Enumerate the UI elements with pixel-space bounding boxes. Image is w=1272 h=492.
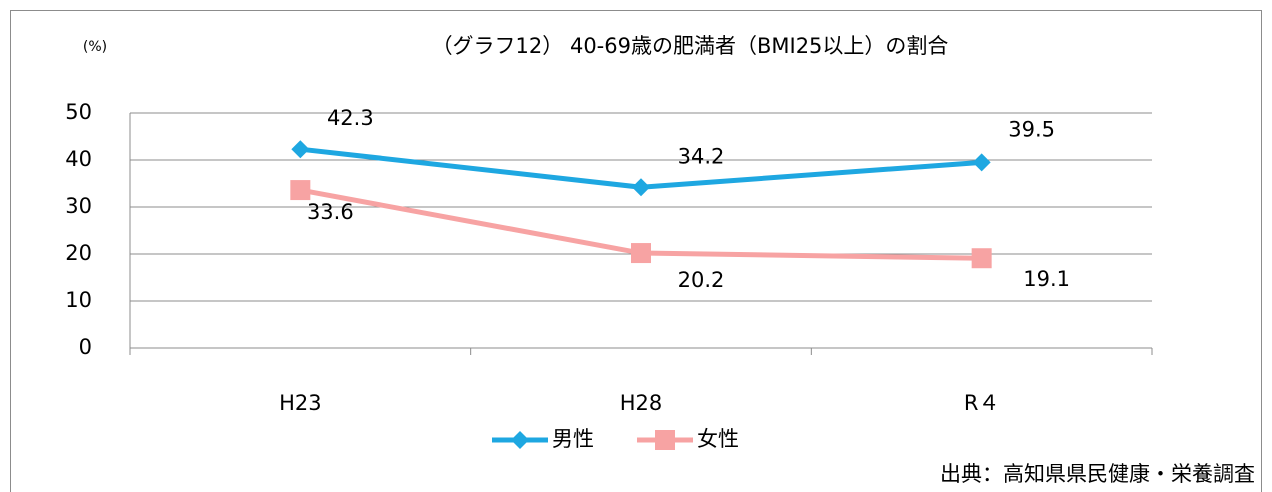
data-label: 34.2 — [678, 144, 725, 168]
chart-title: （グラフ12） 40-69歳の肥満者（BMI25以上）の割合 — [432, 34, 949, 58]
y-tick-label: 30 — [65, 194, 92, 218]
y-tick-label: 40 — [65, 147, 92, 171]
y-axis-label: (%) — [83, 39, 107, 55]
data-label: 39.5 — [1008, 117, 1055, 141]
data-point — [290, 180, 311, 201]
data-label: 42.3 — [327, 106, 374, 130]
x-tick-label: R４ — [964, 391, 1000, 415]
legend-marker — [655, 430, 675, 450]
data-point — [632, 178, 650, 197]
data-point — [631, 243, 651, 264]
data-point — [971, 248, 992, 269]
x-tick-label: H28 — [620, 391, 663, 415]
data-label: 19.1 — [1023, 267, 1070, 291]
y-tick-label: 0 — [79, 335, 92, 359]
legend-label: 男性 — [552, 427, 594, 451]
source-note: 出典：高知県県民健康・栄養調査 — [940, 462, 1255, 486]
y-tick-label: 50 — [65, 100, 92, 124]
y-tick-label: 10 — [65, 288, 92, 312]
legend-marker — [511, 431, 529, 449]
data-label: 20.2 — [678, 268, 725, 292]
data-label: 33.6 — [307, 200, 354, 224]
y-tick-label: 20 — [65, 241, 92, 265]
legend-label: 女性 — [697, 427, 739, 451]
data-point — [291, 140, 310, 159]
x-tick-label: H23 — [279, 391, 322, 415]
data-point — [972, 153, 991, 172]
